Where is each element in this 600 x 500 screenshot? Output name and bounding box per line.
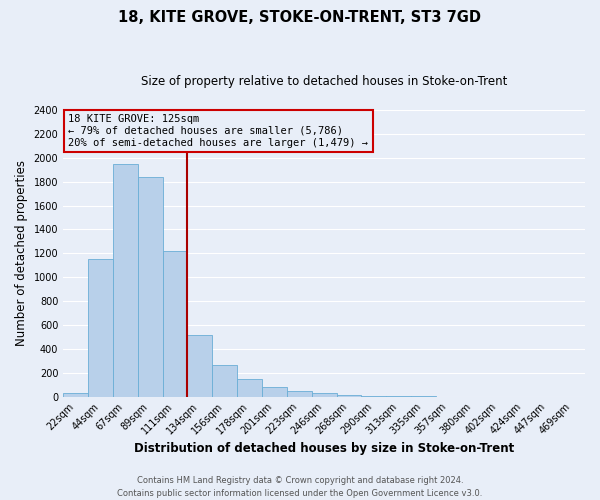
Bar bbox=[187, 334, 212, 396]
Bar bbox=[63, 393, 88, 396]
Text: 18 KITE GROVE: 125sqm
← 79% of detached houses are smaller (5,786)
20% of semi-d: 18 KITE GROVE: 125sqm ← 79% of detached … bbox=[68, 114, 368, 148]
Bar bbox=[237, 379, 262, 396]
Bar bbox=[212, 365, 237, 396]
Bar bbox=[337, 395, 361, 396]
Bar bbox=[113, 164, 138, 396]
Bar bbox=[311, 393, 337, 396]
Bar bbox=[138, 177, 163, 396]
Text: 18, KITE GROVE, STOKE-ON-TRENT, ST3 7GD: 18, KITE GROVE, STOKE-ON-TRENT, ST3 7GD bbox=[119, 10, 482, 25]
Bar bbox=[287, 392, 311, 396]
Text: Contains HM Land Registry data © Crown copyright and database right 2024.
Contai: Contains HM Land Registry data © Crown c… bbox=[118, 476, 482, 498]
Bar bbox=[262, 387, 287, 396]
Title: Size of property relative to detached houses in Stoke-on-Trent: Size of property relative to detached ho… bbox=[141, 75, 507, 88]
X-axis label: Distribution of detached houses by size in Stoke-on-Trent: Distribution of detached houses by size … bbox=[134, 442, 514, 455]
Y-axis label: Number of detached properties: Number of detached properties bbox=[15, 160, 28, 346]
Bar bbox=[88, 260, 113, 396]
Bar bbox=[163, 251, 187, 396]
